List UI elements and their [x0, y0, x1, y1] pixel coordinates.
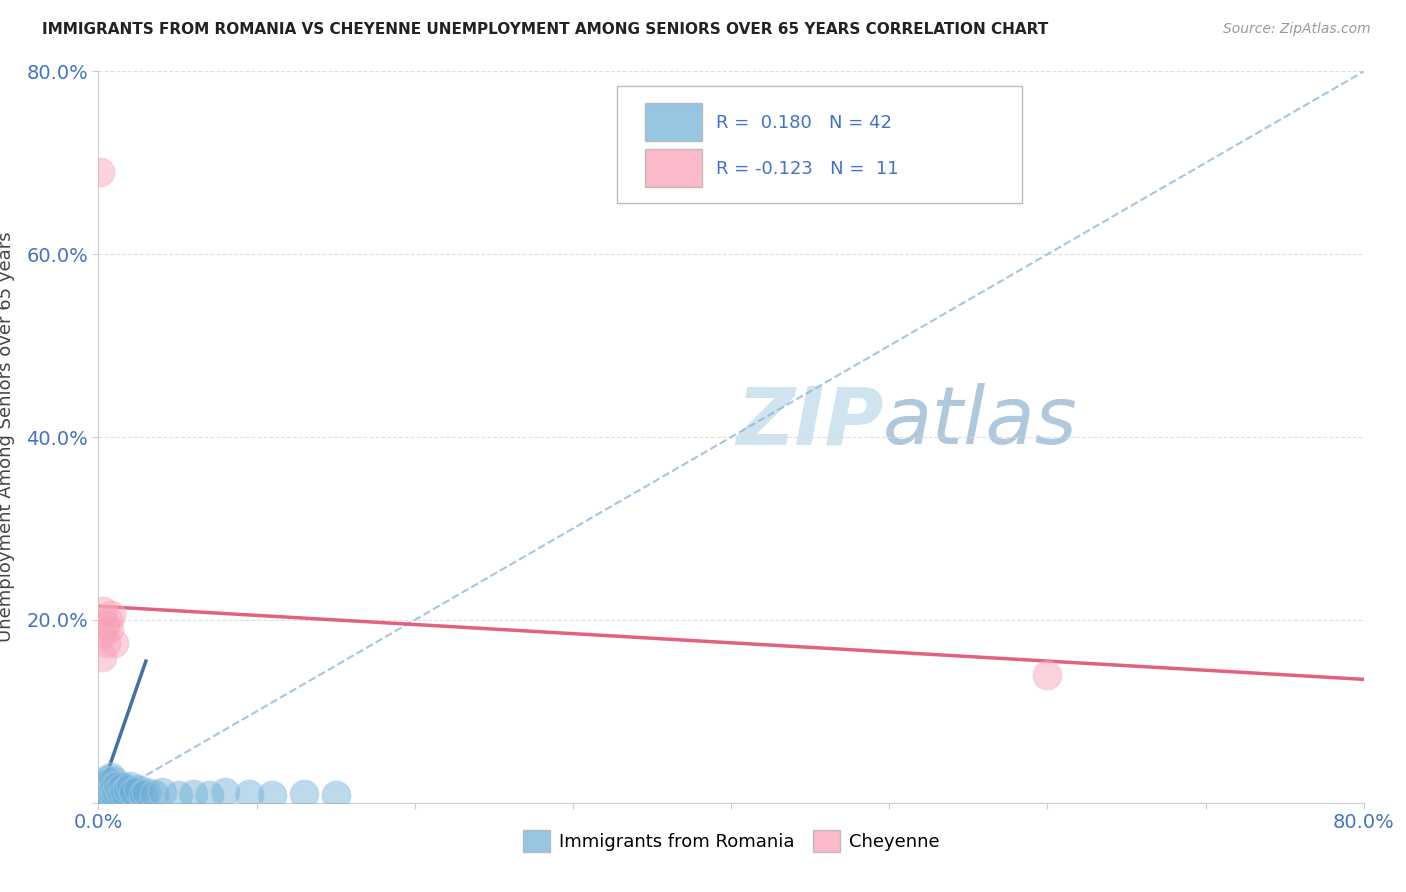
Point	[238, 787, 260, 801]
FancyBboxPatch shape	[617, 86, 1022, 203]
Point	[103, 636, 125, 650]
Point	[93, 778, 117, 792]
Point	[100, 608, 122, 623]
Point	[198, 789, 221, 803]
Point	[262, 789, 284, 803]
Point	[112, 785, 135, 799]
Point	[98, 622, 121, 636]
Point	[325, 789, 347, 803]
Point	[100, 785, 122, 799]
Point	[98, 780, 121, 794]
Point	[110, 787, 132, 801]
Point	[142, 787, 165, 801]
Point	[96, 636, 118, 650]
Point	[89, 165, 111, 179]
Point	[150, 785, 173, 799]
Point	[93, 787, 117, 801]
Y-axis label: Unemployment Among Seniors over 65 years: Unemployment Among Seniors over 65 years	[0, 232, 15, 642]
Point	[100, 778, 122, 792]
Text: ZIP: ZIP	[735, 384, 883, 461]
Point	[100, 770, 122, 784]
Legend: Immigrants from Romania, Cheyenne: Immigrants from Romania, Cheyenne	[516, 823, 946, 860]
Point	[107, 778, 129, 792]
Text: R = -0.123   N =  11: R = -0.123 N = 11	[716, 160, 898, 178]
Point	[96, 785, 118, 799]
Point	[97, 613, 120, 627]
Point	[93, 617, 117, 632]
Text: IMMIGRANTS FROM ROMANIA VS CHEYENNE UNEMPLOYMENT AMONG SENIORS OVER 65 YEARS COR: IMMIGRANTS FROM ROMANIA VS CHEYENNE UNEM…	[42, 22, 1049, 37]
Point	[97, 787, 120, 801]
Point	[103, 787, 125, 801]
Point	[91, 782, 114, 797]
Point	[166, 789, 188, 803]
Bar	[645, 149, 702, 187]
Point	[122, 785, 145, 799]
Point	[101, 782, 124, 797]
Text: Source: ZipAtlas.com: Source: ZipAtlas.com	[1223, 22, 1371, 37]
Point	[1036, 667, 1059, 681]
Point	[96, 780, 118, 794]
Point	[135, 785, 157, 799]
Point	[90, 791, 112, 805]
Bar	[645, 103, 702, 141]
Point	[115, 782, 138, 797]
Point	[183, 787, 205, 801]
Point	[111, 780, 134, 794]
Point	[127, 782, 149, 797]
Point	[101, 772, 124, 787]
Point	[120, 780, 141, 794]
Point	[103, 780, 125, 794]
Point	[91, 789, 114, 803]
Text: R =  0.180   N = 42: R = 0.180 N = 42	[716, 113, 891, 131]
Point	[214, 785, 236, 799]
Point	[98, 789, 121, 803]
Text: atlas: atlas	[883, 384, 1078, 461]
Point	[97, 782, 120, 797]
Point	[90, 626, 112, 640]
Point	[292, 787, 315, 801]
Point	[132, 787, 155, 801]
Point	[108, 782, 131, 797]
Point	[97, 775, 120, 789]
Point	[96, 772, 118, 787]
Point	[104, 785, 127, 799]
Point	[90, 649, 112, 664]
Point	[91, 604, 114, 618]
